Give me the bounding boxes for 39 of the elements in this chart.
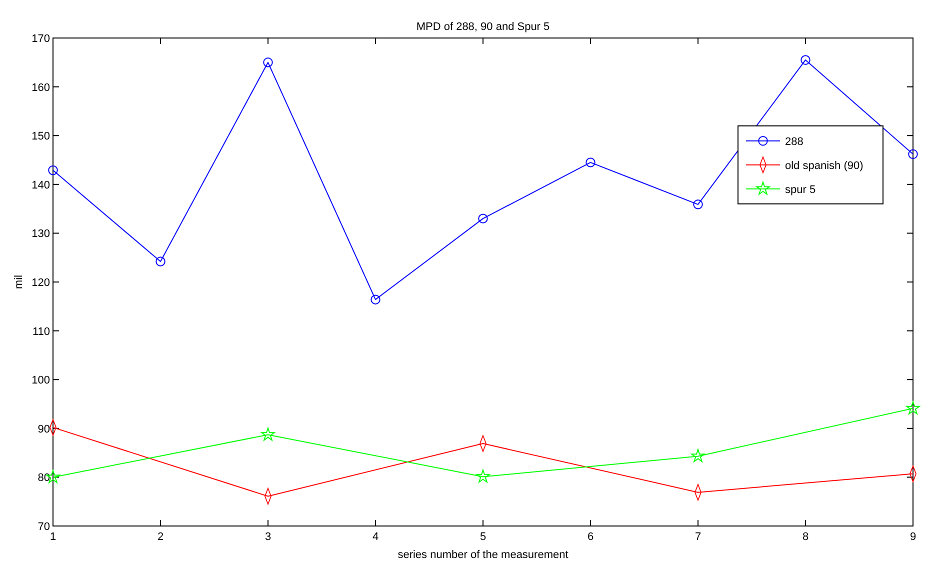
y-tick-label: 170 xyxy=(32,33,50,45)
point xyxy=(908,149,918,160)
point xyxy=(693,200,703,210)
y-tick-label: 110 xyxy=(32,326,50,338)
x-tick-label: 6 xyxy=(587,531,594,543)
x-tick-label: 3 xyxy=(264,531,272,543)
y-tick-label: 150 xyxy=(32,130,50,143)
x-tick-label: 5 xyxy=(480,531,486,543)
point xyxy=(478,214,488,224)
point xyxy=(476,470,490,483)
x-axis-title: series number of the measurement xyxy=(398,549,568,561)
x-tick-label: 1 xyxy=(50,531,56,543)
x-tick-label: 7 xyxy=(694,531,702,543)
chart-title: MPD of 288, 90 and Spur 5 xyxy=(416,21,550,33)
point xyxy=(263,58,273,68)
y-tick-label: 100 xyxy=(32,374,50,387)
x-tick-label: 9 xyxy=(910,531,916,543)
legend-label: 288 xyxy=(785,136,804,148)
point xyxy=(691,449,705,462)
x-tick-label: 8 xyxy=(802,531,809,543)
legend-label: spur 5 xyxy=(785,184,816,196)
y-tick-label: 130 xyxy=(32,228,50,240)
point xyxy=(261,428,275,441)
y-axis-title: mil xyxy=(13,274,25,290)
y-tick-label: 160 xyxy=(32,82,50,94)
point xyxy=(586,158,596,168)
y-tick-label: 80 xyxy=(38,472,50,484)
point xyxy=(156,256,166,266)
point xyxy=(800,55,810,65)
point xyxy=(48,165,58,176)
y-tick-label: 70 xyxy=(38,521,50,533)
y-tick-label: 120 xyxy=(32,277,50,289)
legend-label: old spanish (90) xyxy=(785,160,864,172)
x-tick-label: 4 xyxy=(372,531,379,543)
point xyxy=(370,294,380,304)
y-tick-label: 140 xyxy=(32,179,50,192)
x-tick-label: 2 xyxy=(157,531,164,543)
point xyxy=(906,401,920,414)
y-tick-label: 90 xyxy=(38,423,50,436)
